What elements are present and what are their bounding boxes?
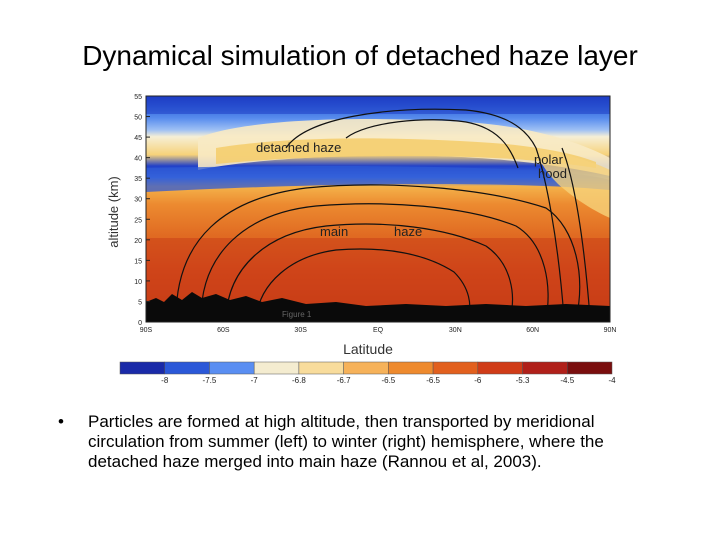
x-axis-label: Latitude	[343, 341, 393, 357]
y-tick-label: 20	[134, 238, 142, 245]
detached-haze-core	[216, 138, 596, 168]
colorbar-label: -4	[608, 376, 616, 385]
x-tick-label: 60N	[526, 327, 539, 334]
colorbar-label: -6.5	[381, 376, 395, 385]
annotation-haze: haze	[394, 224, 422, 239]
colorbar-cell	[119, 361, 165, 375]
colorbar-cell	[522, 361, 568, 375]
y-tick-label: 35	[134, 176, 142, 183]
colorbar-cell	[432, 361, 479, 375]
colorbar-cell	[388, 361, 434, 375]
x-tick-label: 30N	[449, 327, 462, 334]
upper-blue-band	[146, 96, 610, 114]
x-ticks: 90S 60S 30S EQ 30N 60N 90N	[140, 327, 617, 334]
annotation-detached-haze: detached haze	[256, 140, 341, 155]
colorbar-cell	[298, 361, 344, 375]
y-tick-label: 55	[134, 94, 142, 101]
haze-simulation-figure: altitude (km) Latitude detached haze pol…	[106, 94, 617, 385]
annotation-main: main	[320, 224, 348, 239]
colorbar-label: -5.3	[516, 376, 530, 385]
colorbar-label: -6	[474, 376, 482, 385]
colorbar-label: -8	[161, 376, 169, 385]
y-tick-label: 0	[138, 320, 142, 327]
colorbar-label: -6.7	[337, 376, 351, 385]
contour-lines	[175, 108, 591, 319]
colorbar-label: -4.5	[560, 376, 574, 385]
annotation-figure-label: Figure 1	[282, 310, 312, 319]
colorbar-cell	[253, 361, 300, 375]
x-tick-label: 90N	[604, 327, 617, 334]
plot-frame	[145, 95, 611, 323]
y-tick-label: 40	[134, 156, 142, 163]
y-tick-label: 25	[134, 217, 142, 224]
y-tick-label: 10	[134, 279, 142, 286]
x-tick-label: 30S	[294, 327, 307, 334]
y-axis-label: altitude (km)	[106, 176, 121, 248]
y-tick-label: 50	[134, 115, 142, 122]
colorbar-cell	[209, 361, 255, 375]
colorbar-cell	[477, 361, 523, 375]
bullet-text: Particles are formed at high altitude, t…	[88, 412, 604, 471]
colorbar-cell	[164, 361, 210, 375]
slide-title: Dynamical simulation of detached haze la…	[82, 40, 638, 71]
colorbar-label: -7.5	[203, 376, 217, 385]
bullet-marker: •	[58, 412, 64, 431]
annotation-polar: polar	[534, 152, 564, 167]
annotation-hood: hood	[538, 166, 567, 181]
colorbar-cell	[567, 361, 613, 375]
colorbar-label: -6.8	[292, 376, 306, 385]
x-tick-label: 60S	[217, 327, 230, 334]
y-tick-label: 45	[134, 135, 142, 142]
colorbar: -8 -7.5 -7 -6.8 -6.7 -6.5 -6.5 -6 -5.3 -4.5 -4	[119, 361, 616, 385]
colorbar-label: -6.5	[426, 376, 440, 385]
x-tick-label: EQ	[373, 327, 384, 334]
y-tick-label: 15	[134, 258, 142, 265]
colorbar-cell	[343, 361, 389, 375]
colorbar-label: -7	[251, 376, 259, 385]
y-tick-label: 5	[138, 299, 142, 306]
surface-layer	[146, 292, 610, 322]
x-tick-label: 90S	[140, 327, 153, 334]
blue-gap-band	[146, 166, 610, 192]
y-tick-label: 30	[134, 197, 142, 204]
